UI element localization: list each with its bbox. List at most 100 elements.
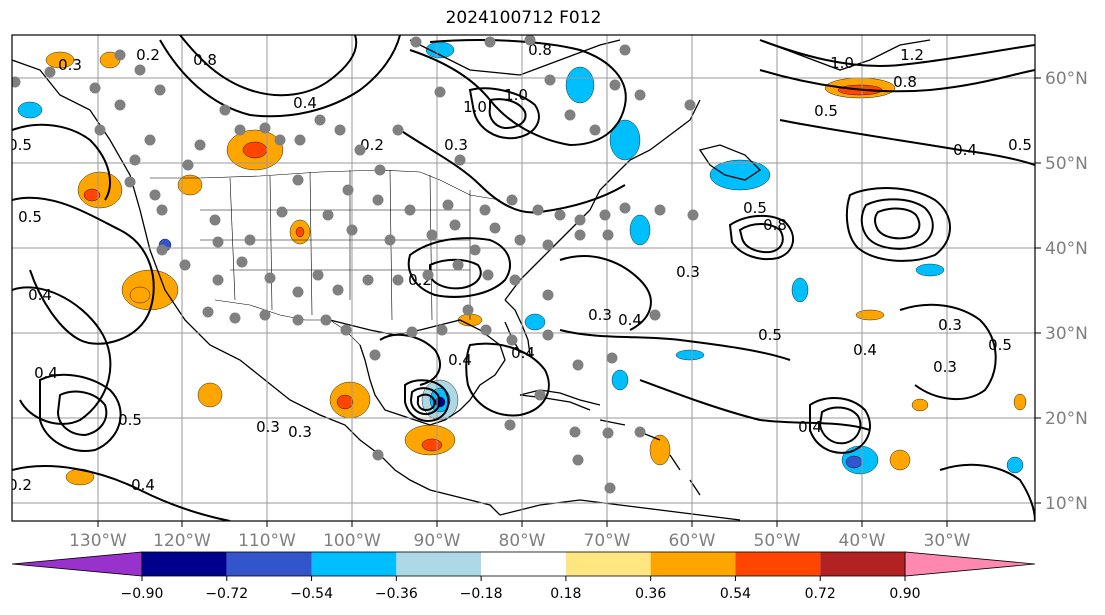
contour-label: 0.5 xyxy=(1008,136,1032,154)
contour-label: 0.8 xyxy=(763,216,787,234)
anomaly-patch xyxy=(855,309,885,321)
station-dot xyxy=(259,122,271,134)
station-dot xyxy=(244,234,256,246)
anomaly-patch xyxy=(609,119,641,161)
contour-line xyxy=(559,255,652,331)
colorbar-bin xyxy=(820,552,905,576)
station-dot xyxy=(182,159,194,171)
contour-line xyxy=(56,390,108,437)
station-dot xyxy=(654,204,666,216)
colorbar-bin xyxy=(226,552,312,576)
station-dot xyxy=(454,154,466,166)
anomaly-shading xyxy=(17,41,1027,486)
station-dot xyxy=(542,329,554,341)
contour-label: 0.4 xyxy=(28,286,52,304)
station-dot xyxy=(410,36,422,48)
contour-line xyxy=(429,258,482,290)
colorbar-under-extension xyxy=(11,551,143,577)
anomaly-patch xyxy=(121,269,179,311)
contour-line xyxy=(639,379,871,431)
lon-label: 130°W xyxy=(69,531,127,551)
contour-line xyxy=(860,198,934,250)
station-dot xyxy=(294,134,306,146)
station-dot xyxy=(342,184,354,196)
contour-label: 0.3 xyxy=(58,56,82,74)
contour-line xyxy=(939,463,1035,521)
station-dot xyxy=(564,109,576,121)
lon-label: 80°W xyxy=(499,531,546,551)
lon-label: 120°W xyxy=(153,531,211,551)
contour-label: 0.4 xyxy=(34,364,58,382)
station-dot xyxy=(406,326,418,338)
colorbar-tick-label: −0.36 xyxy=(375,586,418,602)
contour-label: 0.5 xyxy=(814,102,838,120)
anomaly-patch xyxy=(129,286,151,304)
station-dot xyxy=(194,139,206,151)
station-dot xyxy=(89,82,101,94)
colorbar-over-extension xyxy=(904,551,1036,577)
contour-labels: 0.30.2 0.80.4 1.00.5 0.2 0.31.00.8 1.21.00.80… xyxy=(8,41,1032,494)
station-dot xyxy=(259,309,271,321)
station-dot xyxy=(154,84,166,96)
contour-line xyxy=(488,98,527,130)
station-dot xyxy=(619,44,631,56)
contour-line xyxy=(465,342,550,417)
contour-line xyxy=(559,329,791,361)
station-dot xyxy=(404,204,416,216)
station-dot xyxy=(684,99,696,111)
station-dot xyxy=(542,289,554,301)
contour-label: 0.2 xyxy=(8,476,32,494)
colorbar-tick-label: −0.54 xyxy=(290,586,333,602)
contour-label: 0.5 xyxy=(743,199,767,217)
lon-label: 50°W xyxy=(754,531,801,551)
anomaly-patch xyxy=(889,449,911,471)
contour-label: 0.8 xyxy=(893,73,917,91)
lat-label: 60°N xyxy=(1045,69,1088,89)
station-dot xyxy=(202,306,214,318)
map-frame xyxy=(11,34,1036,522)
station-dot xyxy=(484,36,496,48)
anomaly-patch xyxy=(565,66,595,104)
newfoundland-coast xyxy=(698,144,762,181)
station-dot xyxy=(479,204,491,216)
station-dot xyxy=(452,259,464,271)
lat-label: 20°N xyxy=(1045,409,1088,429)
contour-line xyxy=(179,35,358,97)
anomaly-patch xyxy=(45,51,75,69)
contour-label: 0.4 xyxy=(511,344,535,362)
station-dot xyxy=(332,284,344,296)
anomaly-patch xyxy=(911,398,929,412)
station-dot xyxy=(542,239,554,251)
station-dots xyxy=(12,35,699,494)
east-coast xyxy=(504,99,701,301)
contour-label: 0.4 xyxy=(618,311,642,329)
anomaly-patch xyxy=(1006,456,1024,474)
contour-label: 0.4 xyxy=(953,141,977,159)
station-dot xyxy=(212,274,224,286)
station-dot xyxy=(609,79,621,91)
contour-label: 0.4 xyxy=(853,341,877,359)
lon-label: 40°W xyxy=(839,531,886,551)
station-dot xyxy=(156,204,168,216)
anomaly-patch xyxy=(524,313,546,331)
station-dot xyxy=(589,124,601,136)
station-dot xyxy=(209,214,221,226)
colorbar-tick-label: −0.72 xyxy=(205,586,248,602)
station-dot xyxy=(524,35,536,46)
station-dot xyxy=(482,269,494,281)
cuba-coast xyxy=(519,389,601,406)
station-dot xyxy=(532,204,544,216)
anomaly-patch xyxy=(421,438,443,452)
station-dot xyxy=(372,449,384,461)
station-dot xyxy=(312,269,324,281)
anomaly-patch xyxy=(242,141,268,159)
contour-label: 0.5 xyxy=(8,136,32,154)
station-dot xyxy=(372,194,384,206)
station-dot xyxy=(504,419,516,431)
contour-line xyxy=(738,223,784,254)
station-dot xyxy=(392,274,404,286)
lon-label: 30°W xyxy=(924,531,971,551)
station-dot xyxy=(134,64,146,76)
contour-line xyxy=(39,373,122,452)
station-dot xyxy=(94,124,106,136)
